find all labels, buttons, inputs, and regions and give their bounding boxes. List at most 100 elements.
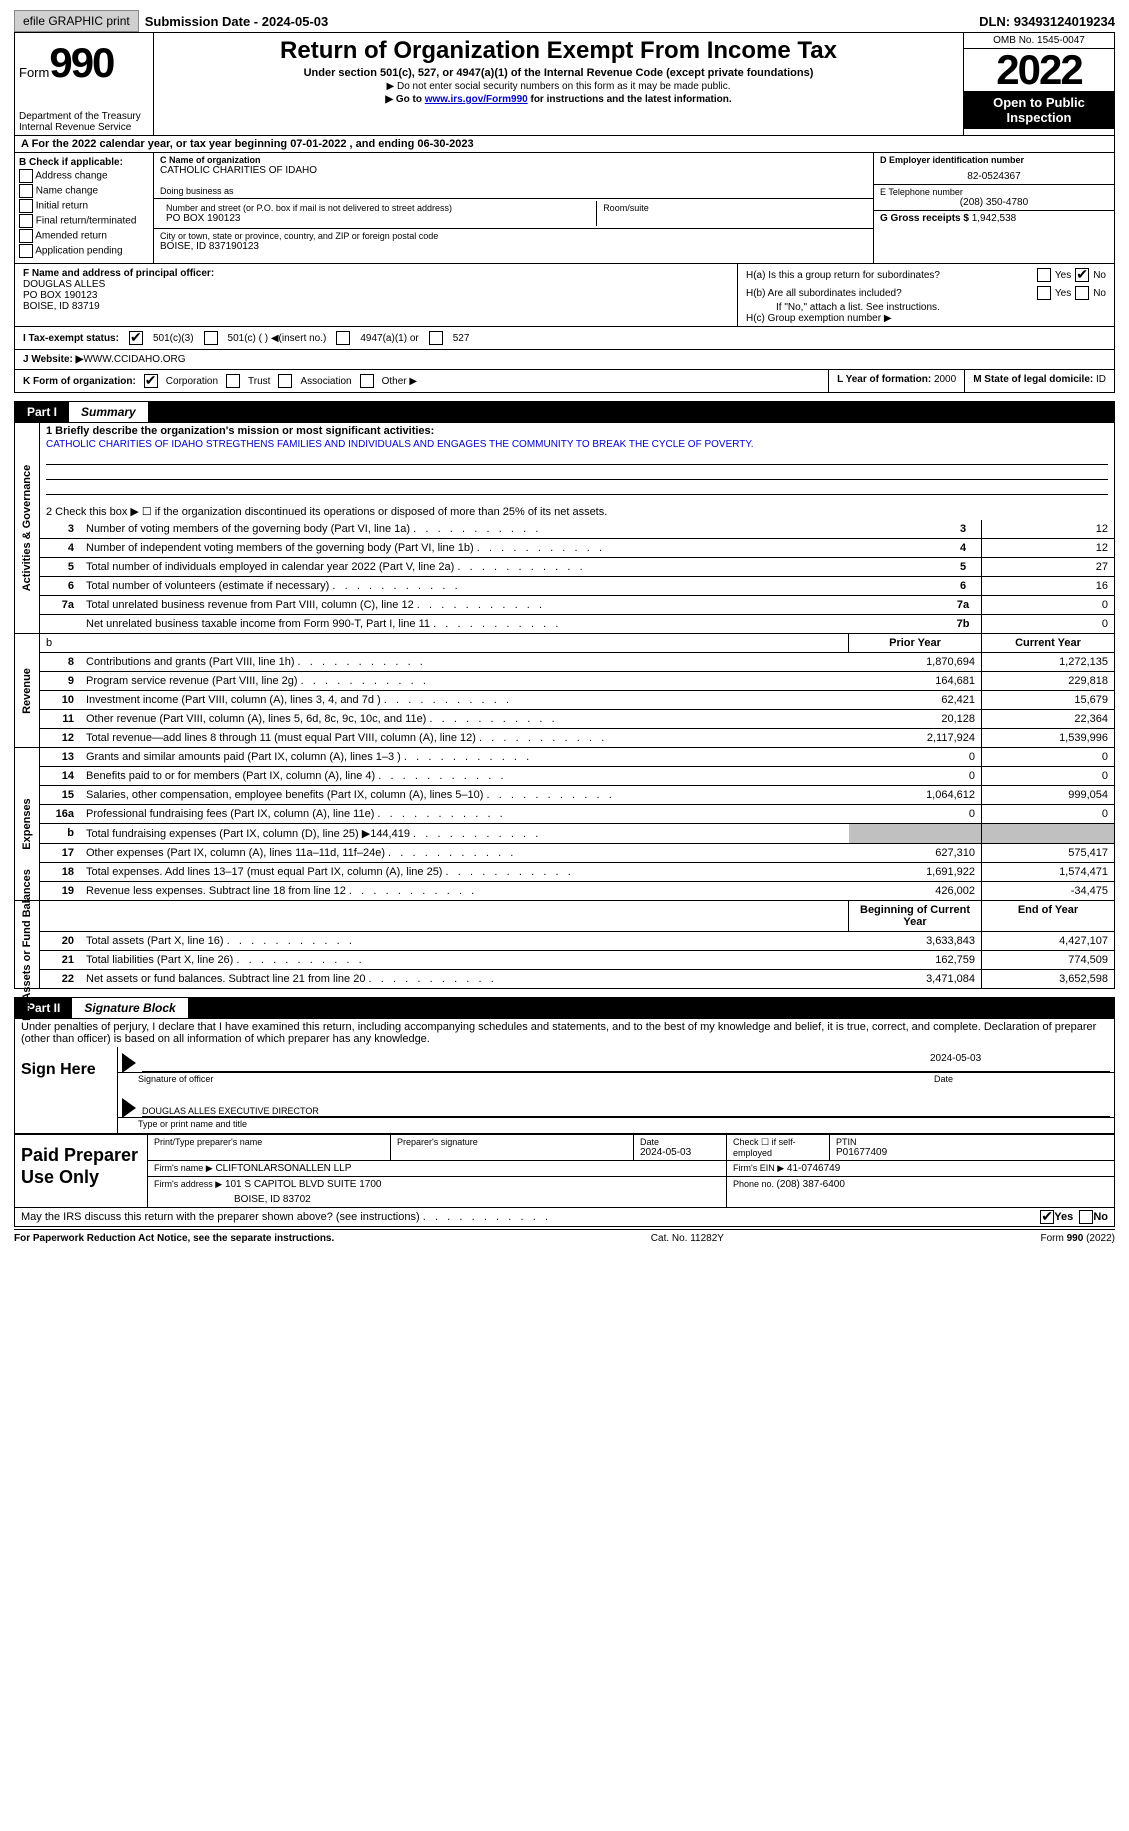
row-a: A For the 2022 calendar year, or tax yea… [14, 136, 1115, 153]
sign-date: 2024-05-03 [930, 1053, 1110, 1072]
cb-4947[interactable] [336, 331, 350, 345]
officer-addr2: BOISE, ID 83719 [23, 301, 729, 312]
cb-hb-no[interactable] [1075, 286, 1089, 300]
officer-label: F Name and address of principal officer: [23, 268, 729, 279]
section-deg: D Employer identification number 82-05243… [873, 153, 1114, 263]
col-current-year: Current Year [981, 634, 1114, 652]
table-row: bTotal fundraising expenses (Part IX, co… [40, 824, 1114, 844]
arrow-icon-2 [122, 1098, 136, 1118]
h-a: H(a) Is this a group return for subordin… [746, 270, 1033, 281]
col-eoy: End of Year [981, 901, 1114, 931]
cb-ha-yes[interactable] [1037, 268, 1051, 282]
irs-link[interactable]: www.irs.gov/Form990 [425, 94, 528, 105]
table-row: 10Investment income (Part VIII, column (… [40, 691, 1114, 710]
table-row: 13Grants and similar amounts paid (Part … [40, 748, 1114, 767]
form-note-1: ▶ Do not enter social security numbers o… [162, 81, 955, 92]
sign-here: Sign Here 2024-05-03 Signature of office… [14, 1047, 1115, 1134]
cb-address-change[interactable]: Address change [19, 169, 149, 183]
j-label: J Website: ▶ [23, 354, 83, 365]
section-b: B Check if applicable: Address change Na… [15, 153, 154, 263]
dept-treasury: Department of the TreasuryInternal Reven… [19, 111, 149, 133]
addr-label: Number and street (or P.O. box if mail i… [166, 203, 590, 213]
c-name-label: C Name of organization [160, 155, 867, 165]
k-label: K Form of organization: [23, 376, 136, 387]
section-h: H(a) Is this a group return for subordin… [737, 264, 1114, 326]
room-label: Room/suite [603, 203, 649, 213]
vlabel-activities: Activities & Governance [21, 465, 33, 592]
cb-name-change[interactable]: Name change [19, 184, 149, 198]
officer-addr1: PO BOX 190123 [23, 290, 729, 301]
ein-label: D Employer identification number [880, 155, 1108, 165]
cb-assoc[interactable] [278, 374, 292, 388]
firm-ein: 41-0746749 [787, 1163, 840, 1174]
col-boy: Beginning of Current Year [848, 901, 981, 931]
city-label: City or town, state or province, country… [160, 231, 867, 241]
cb-hb-yes[interactable] [1037, 286, 1051, 300]
foot-center: Cat. No. 11282Y [651, 1233, 724, 1244]
prep-title: Paid Preparer Use Only [15, 1135, 148, 1207]
h-c: H(c) Group exemption number ▶ [746, 313, 1106, 324]
cb-initial-return[interactable]: Initial return [19, 199, 149, 213]
form-number: Form990 [19, 39, 149, 87]
gross-label: G Gross receipts $ [880, 213, 972, 224]
form-header: Form990 Department of the TreasuryIntern… [14, 33, 1115, 136]
i-label: I Tax-exempt status: [23, 333, 119, 344]
table-row: 21Total liabilities (Part X, line 26)162… [40, 951, 1114, 970]
vlabel-expenses: Expenses [21, 798, 33, 849]
table-row: 18Total expenses. Add lines 13–17 (must … [40, 863, 1114, 882]
cb-discuss-yes[interactable] [1040, 1210, 1054, 1224]
row-j: J Website: ▶ WWW.CCIDAHO.ORG [14, 350, 1115, 370]
table-row: 8Contributions and grants (Part VIII, li… [40, 653, 1114, 672]
efile-print-button[interactable]: efile GRAPHIC print [14, 10, 139, 32]
mission-text: CATHOLIC CHARITIES OF IDAHO STREGTHENS F… [40, 439, 1114, 450]
h-b-note: If "No," attach a list. See instructions… [746, 302, 1106, 313]
row-klm: K Form of organization: Corporation Trus… [14, 370, 1115, 393]
cb-other[interactable] [360, 374, 374, 388]
cb-discuss-no[interactable] [1079, 1210, 1093, 1224]
q2: 2 Check this box ▶ ☐ if the organization… [40, 503, 1114, 520]
revenue-section: Revenue bPrior YearCurrent Year 8Contrib… [14, 634, 1115, 748]
foot-right: Form 990 (2022) [1041, 1233, 1115, 1244]
prep-date: 2024-05-03 [640, 1147, 720, 1158]
arrow-icon [122, 1053, 136, 1073]
h-b: H(b) Are all subordinates included? [746, 288, 1033, 299]
cb-self-employed[interactable]: Check ☐ if self-employed [733, 1137, 823, 1158]
m-label: M State of legal domicile: [973, 374, 1096, 385]
firm-name: CLIFTONLARSONALLEN LLP [215, 1163, 351, 1174]
cb-app-pending[interactable]: Application pending [19, 244, 149, 258]
cb-501c[interactable] [204, 331, 218, 345]
cb-final-return[interactable]: Final return/terminated [19, 214, 149, 228]
declaration: Under penalties of perjury, I declare th… [14, 1019, 1115, 1047]
phone: (208) 350-4780 [880, 197, 1108, 208]
col-prior-year: Prior Year [848, 634, 981, 652]
ein: 82-0524367 [880, 171, 1108, 182]
firm-phone: (208) 387-6400 [777, 1179, 845, 1190]
table-row: 12Total revenue—add lines 8 through 11 (… [40, 729, 1114, 748]
table-row: 5Total number of individuals employed in… [40, 558, 1114, 577]
sig-date-label: Date [914, 1073, 1114, 1088]
expenses-section: Expenses 13Grants and similar amounts pa… [14, 748, 1115, 901]
table-row: 22Net assets or fund balances. Subtract … [40, 970, 1114, 989]
website: WWW.CCIDAHO.ORG [83, 354, 185, 365]
table-row: 20Total assets (Part X, line 16)3,633,84… [40, 932, 1114, 951]
cb-ha-no[interactable] [1075, 268, 1089, 282]
cb-amended[interactable]: Amended return [19, 229, 149, 243]
q1: 1 Briefly describe the organization's mi… [40, 423, 1114, 439]
table-row: 4Number of independent voting members of… [40, 539, 1114, 558]
cb-trust[interactable] [226, 374, 240, 388]
sign-here-label: Sign Here [15, 1047, 118, 1133]
org-city: BOISE, ID 837190123 [160, 241, 867, 252]
table-row: Net unrelated business taxable income fr… [40, 615, 1114, 634]
form-subtitle: Under section 501(c), 527, or 4947(a)(1)… [162, 67, 955, 79]
cb-527[interactable] [429, 331, 443, 345]
gross-receipts: 1,942,538 [972, 213, 1017, 224]
table-row: 11Other revenue (Part VIII, column (A), … [40, 710, 1114, 729]
cb-501c3[interactable] [129, 331, 143, 345]
cb-corp[interactable] [144, 374, 158, 388]
state-domicile: ID [1096, 374, 1106, 385]
year-formation: 2000 [934, 374, 956, 385]
prep-sig-label: Preparer's signature [397, 1137, 627, 1147]
submission-label: Submission Date - 2024-05-03 [145, 14, 329, 29]
officer-signature-line[interactable] [142, 1053, 930, 1072]
net-assets-section: Net Assets or Fund Balances Beginning of… [14, 901, 1115, 989]
